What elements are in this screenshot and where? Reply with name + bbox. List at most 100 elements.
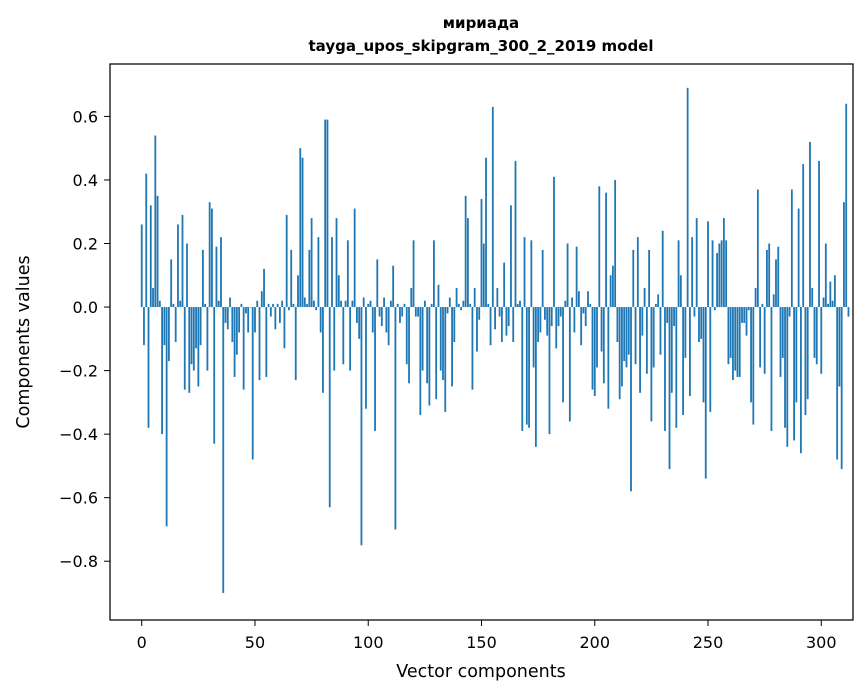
bar bbox=[824, 243, 827, 308]
bar bbox=[627, 307, 630, 355]
bar bbox=[328, 307, 331, 508]
bar bbox=[675, 307, 678, 428]
bar bbox=[292, 303, 295, 308]
bar bbox=[469, 303, 472, 308]
bar bbox=[562, 307, 564, 403]
bar bbox=[149, 205, 152, 308]
x-tick-label: 250 bbox=[693, 633, 724, 652]
bar bbox=[686, 87, 689, 308]
bar bbox=[269, 307, 272, 317]
bar bbox=[768, 243, 771, 308]
bar bbox=[326, 119, 329, 308]
x-tick-label: 150 bbox=[466, 633, 497, 652]
bar bbox=[421, 307, 424, 371]
bar bbox=[426, 307, 429, 384]
bar bbox=[143, 307, 145, 346]
bar bbox=[500, 307, 503, 342]
bar bbox=[294, 307, 297, 381]
bar bbox=[539, 307, 542, 333]
bar bbox=[591, 307, 594, 390]
bar bbox=[698, 307, 700, 342]
bar bbox=[423, 300, 426, 308]
bar bbox=[693, 307, 696, 317]
bar bbox=[172, 303, 175, 308]
bar bbox=[682, 307, 685, 416]
bar bbox=[521, 307, 524, 431]
bar bbox=[374, 307, 376, 431]
bar bbox=[442, 307, 444, 381]
bar bbox=[478, 307, 481, 320]
bar bbox=[489, 307, 492, 346]
bar bbox=[811, 287, 814, 308]
bar bbox=[799, 307, 802, 454]
bar bbox=[211, 208, 213, 308]
bar bbox=[177, 224, 179, 308]
bar bbox=[201, 249, 204, 308]
bar bbox=[537, 307, 540, 342]
x-tick-label: 300 bbox=[806, 633, 837, 652]
bar bbox=[433, 240, 435, 308]
bar bbox=[722, 218, 725, 308]
bar bbox=[408, 307, 410, 384]
bar bbox=[208, 202, 211, 308]
bar bbox=[555, 307, 558, 349]
bar bbox=[804, 307, 807, 416]
bar bbox=[838, 307, 841, 387]
bar bbox=[399, 307, 401, 323]
bar bbox=[677, 240, 680, 308]
bar bbox=[342, 307, 345, 365]
bar bbox=[652, 307, 655, 368]
bar bbox=[310, 218, 313, 308]
bar bbox=[736, 307, 739, 377]
plot-frame bbox=[109, 63, 854, 621]
bar bbox=[525, 307, 528, 425]
bar bbox=[596, 307, 598, 368]
bar bbox=[745, 307, 748, 336]
bar bbox=[532, 307, 535, 368]
bar bbox=[367, 303, 370, 308]
bar bbox=[781, 307, 784, 358]
bar bbox=[648, 249, 651, 308]
bar bbox=[414, 307, 417, 317]
bar bbox=[245, 307, 247, 314]
bar bbox=[333, 307, 336, 371]
bar bbox=[813, 307, 816, 358]
bar bbox=[482, 243, 485, 308]
bar bbox=[519, 300, 521, 308]
bar bbox=[494, 307, 496, 330]
bar bbox=[623, 307, 626, 362]
bar bbox=[668, 307, 671, 470]
bar bbox=[505, 307, 508, 336]
bar bbox=[580, 307, 583, 346]
bar bbox=[387, 307, 390, 346]
bar bbox=[820, 307, 823, 374]
bar bbox=[578, 291, 580, 308]
bar bbox=[598, 186, 601, 308]
bar bbox=[720, 240, 723, 308]
bar bbox=[288, 307, 290, 311]
bar bbox=[331, 237, 333, 308]
bar bbox=[609, 275, 612, 308]
bar bbox=[738, 307, 741, 377]
y-tick-label: 0.4 bbox=[73, 171, 98, 190]
bar bbox=[412, 240, 415, 308]
bar bbox=[446, 307, 449, 314]
bar bbox=[600, 307, 603, 352]
bar bbox=[383, 297, 385, 308]
bar bbox=[322, 307, 324, 393]
bar bbox=[584, 307, 587, 327]
bar bbox=[170, 259, 173, 308]
bar bbox=[716, 253, 718, 308]
bar bbox=[650, 307, 653, 422]
bar bbox=[152, 287, 154, 308]
bar bbox=[795, 307, 798, 403]
bar bbox=[145, 173, 148, 308]
bar bbox=[546, 307, 549, 336]
bar bbox=[371, 307, 374, 333]
bar bbox=[664, 307, 666, 431]
bar bbox=[840, 307, 843, 470]
bar bbox=[448, 297, 451, 308]
bar bbox=[713, 307, 716, 311]
